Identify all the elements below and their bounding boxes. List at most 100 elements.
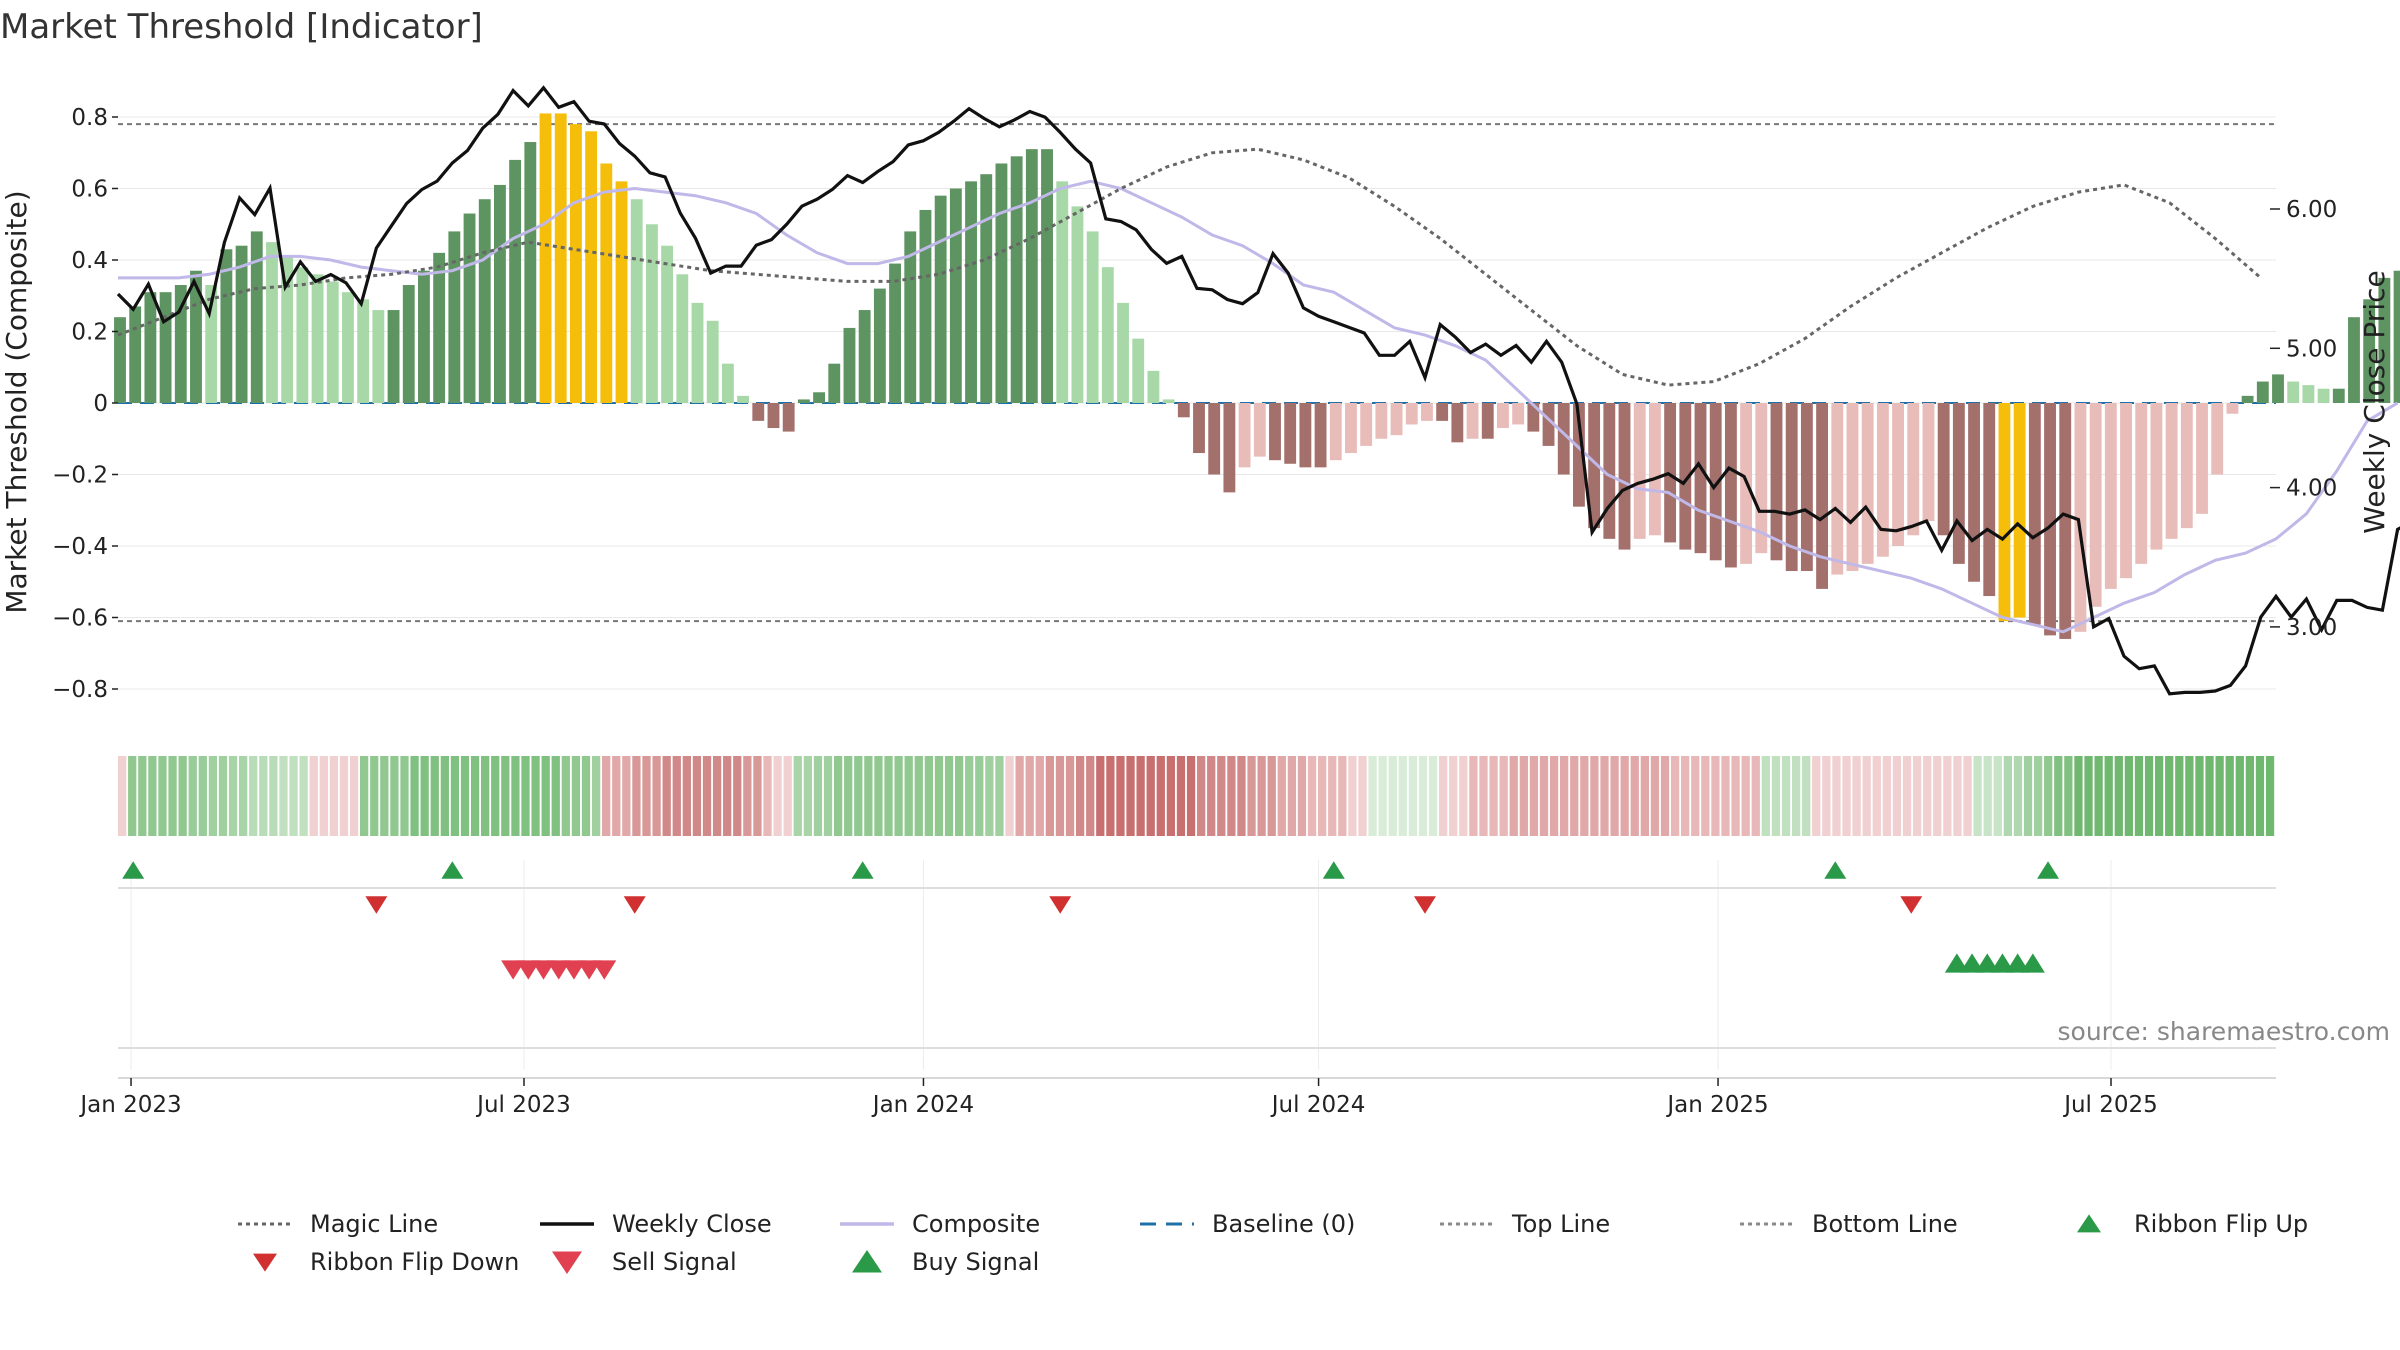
ribbon-cell (481, 756, 490, 836)
ribbon-cell (813, 756, 823, 836)
ribbon-cell (1660, 756, 1670, 836)
composite-bar (1497, 403, 1509, 429)
source-note: source: sharemaestro.com (2058, 1017, 2391, 1046)
ribbon-flip-up-marker (2037, 861, 2060, 879)
composite-bar (387, 310, 400, 403)
legend-label: Ribbon Flip Down (310, 1248, 519, 1276)
composite-bar (676, 274, 689, 403)
composite-bar (190, 270, 202, 403)
ribbon-cell (1590, 756, 1599, 836)
ribbon-cell (2205, 756, 2214, 836)
ribbon-cell (1560, 756, 1569, 836)
composite-bar (1223, 403, 1236, 493)
composite-bar (1664, 403, 1677, 543)
ribbon-cell (823, 756, 833, 836)
ribbon-cell (2134, 756, 2144, 836)
ribbon-cell (380, 756, 389, 836)
ribbon-cell (1862, 756, 1871, 836)
ribbon-flip-down-marker (623, 896, 646, 914)
ribbon-cell (269, 756, 278, 836)
ribbon-cell (2074, 756, 2083, 836)
legend-label: Magic Line (310, 1210, 438, 1238)
ribbon-cell (702, 756, 712, 836)
composite-bar (2393, 270, 2400, 403)
ribbon-cell (924, 756, 933, 836)
legend: Magic Line Weekly Close Composite Baseline … (238, 1210, 2308, 1276)
composite-bars (114, 113, 2400, 639)
composite-bar (904, 231, 917, 403)
ribbon-cell (1267, 756, 1276, 836)
ribbon-cell (1711, 756, 1720, 836)
ribbon-cell (612, 756, 621, 836)
composite-bar (965, 181, 977, 403)
ribbon-cell (188, 756, 197, 836)
composite-bar (2180, 403, 2193, 529)
composite-bar (2120, 403, 2132, 579)
ribbon-cell (995, 756, 1004, 836)
y-tick-label: 0 (93, 391, 108, 417)
ribbon-cell (1156, 756, 1165, 836)
composite-bar (1937, 403, 1950, 536)
ribbon-cell (1055, 756, 1065, 836)
ribbon-strip (118, 756, 2275, 836)
composite-bar (858, 310, 871, 403)
legend-label: Sell Signal (612, 1248, 737, 1276)
composite-bar (2165, 403, 2178, 539)
ribbon-cell (1428, 756, 1438, 836)
composite-bar (1588, 403, 1601, 529)
ribbon-cell (1065, 756, 1075, 836)
composite-bar (1238, 403, 1251, 468)
ribbon-cell (662, 756, 671, 836)
composite-bar (2256, 381, 2269, 403)
composite-bar (1436, 403, 1449, 421)
composite-bar (326, 281, 339, 403)
composite-bar (402, 285, 415, 403)
magic-line (117, 147, 2262, 387)
buy-signal-marker (1990, 953, 2015, 973)
ribbon-cell (1247, 756, 1256, 836)
ribbon-cell (1035, 756, 1044, 836)
ribbon-cell (279, 756, 288, 836)
composite-bar (1603, 403, 1616, 539)
y-tick-label: −0.2 (52, 463, 108, 489)
composite-bar (2044, 403, 2056, 636)
ribbon-cell (783, 756, 792, 836)
composite-bar (2150, 403, 2163, 550)
ribbon-cell (844, 756, 853, 836)
y-axis-left: 0.8 0.6 0.4 0.2 0 −0.2 −0.4 −0.6 −0.8 (52, 105, 118, 703)
ribbon-cell (228, 756, 238, 836)
ribbon-cell (1176, 756, 1186, 836)
ribbon-cell (874, 756, 883, 836)
legend-label: Buy Signal (912, 1248, 1039, 1276)
composite-bar (144, 292, 157, 403)
weekly-close-line (116, 85, 2400, 696)
chart-title: Market Threshold [Indicator] (0, 7, 483, 47)
ribbon-cell (1600, 756, 1609, 836)
x-tick-label: Jan 2025 (1665, 1092, 1768, 1118)
x-tick-label: Jan 2023 (78, 1092, 181, 1118)
ribbon-cell (1388, 756, 1397, 836)
composite-bar (433, 252, 446, 403)
ribbon-cell (1106, 756, 1115, 836)
legend-label: Bottom Line (1812, 1210, 1958, 1238)
ribbon-cell (1418, 756, 1428, 836)
composite-bar (1998, 403, 2011, 622)
ribbon-cell (1701, 756, 1710, 836)
ribbon-flip-up-marker (1322, 861, 1345, 879)
y-tick-label: 0.8 (71, 105, 108, 131)
composite-bar (114, 317, 126, 403)
ribbon-cell (158, 756, 167, 836)
ribbon-flip-down-marker (1900, 896, 1923, 914)
ribbon-cell (349, 756, 359, 836)
ribbon-cell (1086, 756, 1095, 836)
composite-bar (1694, 403, 1707, 554)
ribbon-cell (1781, 756, 1791, 836)
ribbon-cell (1227, 756, 1236, 836)
ribbon-cell (1439, 756, 1448, 836)
ribbon-cell (430, 756, 439, 836)
composite-bar (1527, 403, 1540, 432)
composite-bar (873, 288, 886, 403)
ribbon-cell (1408, 756, 1418, 836)
ribbon-cell (1993, 756, 2002, 836)
